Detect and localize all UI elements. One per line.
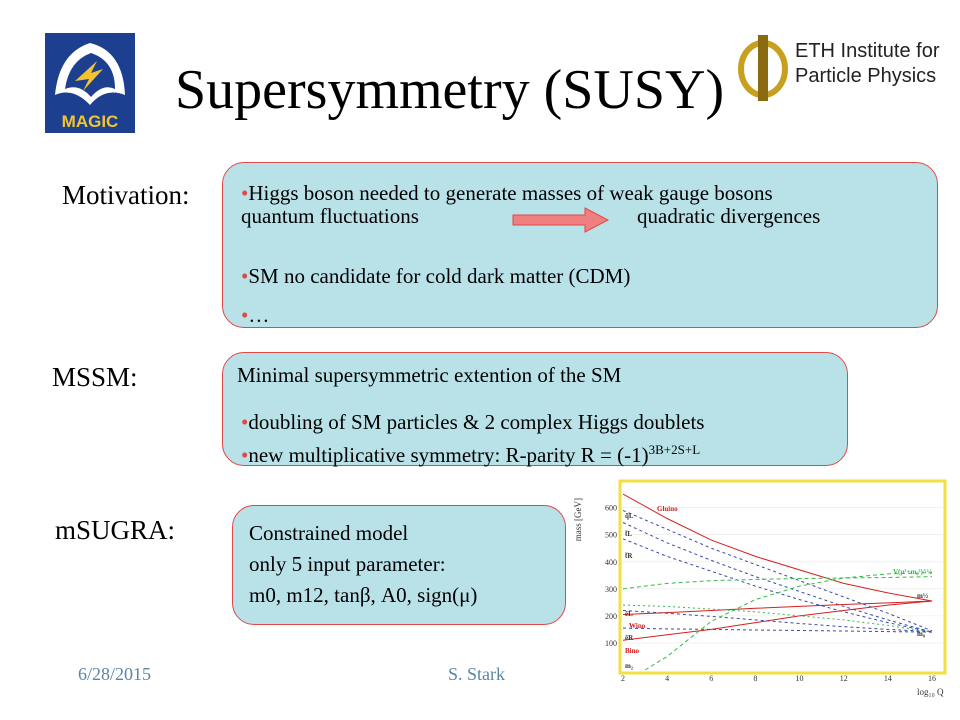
mssm-line3: •new multiplicative symmetry: R-parity R…: [241, 442, 701, 467]
chart-x-tick: 14: [884, 674, 892, 683]
chart-y-tick: 600: [605, 504, 617, 513]
motivation-line2-left: quantum fluctuations: [241, 204, 419, 228]
mass-running-chart: 100 200 300 400 500 600 2 4 6 8 10 12 14 16 Gluino q̃L…: [573, 479, 947, 697]
chart-series-line: [622, 604, 933, 633]
motivation-line3: •SM no candidate for cold dark matter (C…: [241, 264, 631, 288]
chart-x-tick: 4: [665, 674, 669, 683]
chart-ylabel: mass [GeV]: [573, 498, 583, 541]
chart-series-line: [622, 522, 933, 633]
msugra-line1: Constrained model: [249, 521, 409, 545]
mssm-label: MSSM:: [52, 362, 138, 392]
chart-x-tick: 10: [796, 674, 804, 683]
magic-logo: MAGIC: [45, 33, 135, 133]
eth-logo-line1: ETH Institute for: [795, 40, 940, 62]
chart-series-line: [622, 600, 933, 615]
chart-series-line: [622, 576, 933, 590]
mssm-box: Minimal supersymmetric extention of the …: [222, 352, 848, 467]
chart-series-label: V(μ²+m₀²)^½: [893, 568, 932, 576]
right-arrow-icon: [512, 207, 610, 233]
eth-logo: ETH Institute for Particle Physics: [735, 33, 940, 103]
motivation-label: Motivation:: [62, 180, 190, 210]
chart-series-label: t̃R: [625, 552, 633, 560]
phi-icon: [738, 35, 788, 101]
msugra-line2: only 5 input parameter:: [249, 552, 446, 576]
chart-series-line: [622, 493, 933, 602]
chart-y-tick: 300: [605, 585, 617, 594]
footer-author: S. Stark: [448, 664, 506, 684]
motivation-line4: •…: [241, 303, 270, 327]
mssm-line3-sup: 3B+2S+L: [648, 442, 701, 457]
chart-y-tick: 400: [605, 558, 617, 567]
footer-date: 6/28/2015: [78, 664, 152, 684]
chart-series-line: [622, 610, 933, 633]
chart-series-label: m½: [917, 592, 928, 600]
chart-x-tick: 2: [621, 674, 625, 683]
chart-series-label: m₂: [625, 662, 633, 670]
chart-series-line: [622, 509, 933, 632]
chart-x-tick: 6: [709, 674, 713, 683]
page-title: Supersymmetry (SUSY): [175, 59, 725, 121]
chart-series-label: Gluino: [657, 505, 678, 513]
chart-x-tick: 12: [840, 674, 848, 683]
chart-xlabel: log₁₀ Q: [917, 687, 944, 697]
chart-series-label: Bino: [625, 647, 640, 655]
msugra-line3: m0, m12, tanβ, A0, sign(μ): [249, 583, 478, 607]
chart-y-tick: 500: [605, 531, 617, 540]
mssm-line2: •doubling of SM particles & 2 complex Hi…: [241, 410, 705, 434]
motivation-line2-right: quadratic divergences: [637, 204, 821, 228]
msugra-label: mSUGRA:: [55, 515, 176, 545]
mssm-line1: Minimal supersymmetric extention of the …: [237, 363, 622, 387]
chart-x-tick: 16: [928, 674, 936, 683]
magic-logo-text: MAGIC: [62, 112, 119, 131]
chart-y-tick: 100: [605, 639, 617, 648]
chart-series-label: q̃L: [625, 512, 634, 520]
chart-series-label: Wino: [629, 622, 646, 630]
chart-y-tick: 200: [605, 612, 617, 621]
chart-x-tick: 8: [753, 674, 757, 683]
chart-series-label: ẽR: [625, 634, 634, 642]
motivation-line1: •Higgs boson needed to generate masses o…: [241, 181, 773, 205]
chart-series-label: m₀: [917, 630, 925, 638]
motivation-box: •Higgs boson needed to generate masses o…: [222, 162, 938, 328]
chart-series-label: ẽL: [625, 610, 633, 618]
eth-logo-line2: Particle Physics: [795, 65, 937, 87]
chart-series-line: [622, 600, 933, 641]
chart-series-line: [644, 572, 933, 671]
chart-series-label: t̃L: [625, 530, 632, 538]
msugra-box: Constrained model only 5 input parameter…: [232, 505, 566, 625]
